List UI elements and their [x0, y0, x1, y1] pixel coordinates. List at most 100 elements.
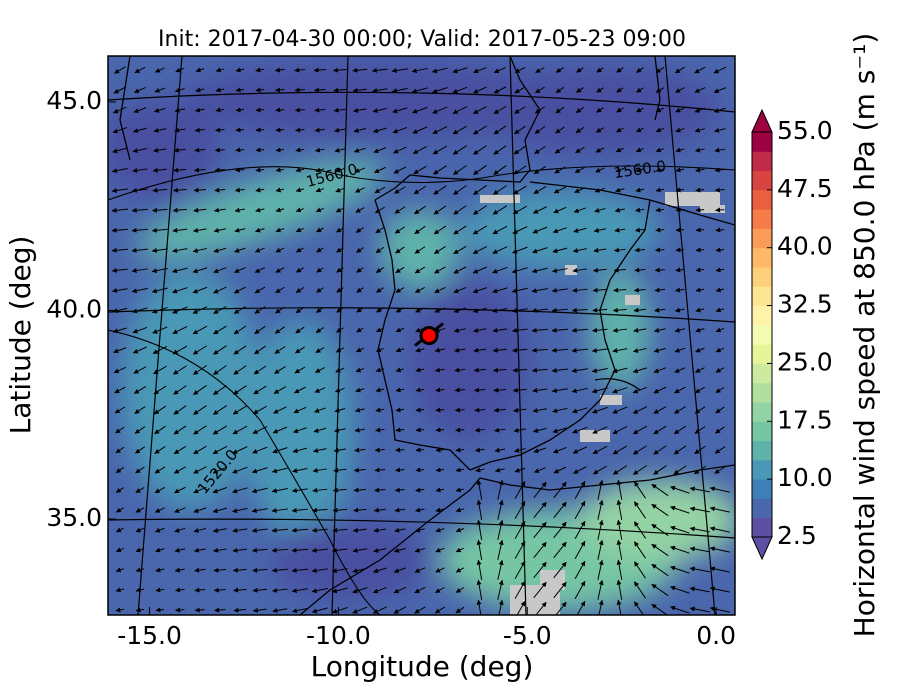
wind-arrow	[212, 507, 228, 514]
wind-arrow	[655, 66, 665, 74]
wind-arrow	[315, 187, 325, 193]
wind-arrow	[694, 406, 706, 414]
wind-arrow	[655, 227, 665, 233]
wind-arrow	[592, 327, 608, 333]
wind-arrow	[591, 367, 608, 374]
wind-arrow	[512, 387, 527, 393]
wind-arrow	[655, 107, 665, 113]
wind-arrow	[655, 247, 665, 253]
wind-arrow	[295, 326, 305, 334]
x-tick-label: 0.0	[696, 621, 736, 650]
wind-arrow	[576, 67, 584, 73]
wind-arrow	[255, 67, 265, 73]
wind-arrow	[473, 67, 487, 74]
wind-arrow	[651, 543, 669, 557]
colorbar-band	[752, 459, 772, 480]
colorbar-band	[752, 305, 772, 326]
wind-arrow	[435, 487, 445, 493]
wind-arrow	[334, 407, 346, 413]
wind-arrow	[532, 206, 547, 214]
wind-arrow	[709, 606, 730, 613]
wind-arrow	[174, 587, 185, 593]
wind-arrow	[694, 367, 705, 373]
wind-arrow	[472, 307, 487, 314]
wind-arrow	[655, 87, 665, 93]
wind-arrow	[492, 225, 508, 235]
x-axis-label: Longitude (deg)	[311, 650, 534, 683]
wind-arrow	[573, 207, 586, 213]
wind-arrow	[252, 587, 268, 593]
wind-arrow	[455, 547, 465, 553]
wind-arrow	[633, 287, 646, 293]
wind-arrow	[213, 207, 226, 213]
wind-arrow	[275, 227, 285, 233]
wind-arrow	[452, 165, 467, 175]
wind-arrow	[555, 601, 567, 615]
wind-arrow	[395, 387, 405, 393]
wind-arrow	[533, 165, 546, 175]
wind-arrow	[653, 386, 667, 394]
wind-arrow	[493, 145, 507, 155]
wind-arrow	[473, 367, 486, 373]
wind-arrow	[151, 247, 168, 253]
wind-arrow	[694, 426, 706, 434]
wind-arrow	[595, 127, 604, 133]
wind-arrow	[595, 147, 605, 153]
wind-arrow	[694, 66, 706, 74]
wind-arrow	[435, 467, 445, 473]
wind-arrow	[131, 268, 148, 273]
wind-arrow	[493, 185, 507, 195]
wind-arrow	[394, 507, 406, 513]
wind-arrow	[653, 367, 667, 374]
wind-arrow	[214, 607, 226, 613]
wind-arrow	[153, 127, 167, 133]
wind-arrow	[433, 185, 447, 195]
wind-arrow	[173, 147, 186, 153]
wind-arrow	[592, 267, 607, 273]
y-axis-label: Latitude (deg)	[4, 236, 37, 435]
wind-arrow	[452, 86, 468, 94]
wind-arrow	[616, 499, 623, 520]
wind-arrow	[112, 127, 128, 134]
wind-arrow	[675, 107, 685, 113]
wind-arrow	[193, 466, 207, 474]
wind-arrow	[131, 187, 148, 193]
wind-arrow	[115, 446, 125, 454]
wind-arrow	[675, 147, 685, 153]
wind-arrow	[193, 405, 207, 415]
wind-arrow	[715, 307, 725, 313]
wind-arrow	[173, 466, 186, 474]
wind-arrow	[431, 87, 448, 94]
wind-arrow	[455, 447, 465, 453]
wind-arrow	[715, 207, 725, 213]
wind-arrow	[271, 488, 288, 494]
wind-arrow	[112, 327, 127, 334]
wind-arrow	[372, 127, 387, 134]
wind-arrow	[372, 107, 388, 114]
wind-arrow	[616, 539, 623, 560]
wind-arrow	[612, 465, 627, 475]
wind-arrow	[374, 487, 386, 493]
wind-arrow	[172, 326, 188, 334]
wind-arrow	[271, 527, 288, 533]
wind-arrow	[215, 87, 225, 93]
wind-arrow	[498, 599, 504, 615]
wind-arrow	[213, 547, 227, 553]
wind-arrow	[295, 187, 304, 193]
wind-arrow	[694, 445, 706, 455]
wind-arrow	[133, 366, 147, 374]
wind-arrow	[393, 606, 407, 614]
wind-arrow	[315, 327, 325, 333]
wind-arrow	[173, 425, 187, 435]
wind-arrow	[375, 226, 385, 234]
wind-arrow	[213, 365, 227, 375]
wind-arrow	[314, 387, 326, 393]
wind-arrow	[194, 567, 206, 573]
wind-arrow	[331, 606, 348, 614]
wind-arrow	[634, 481, 646, 499]
wind-arrow	[232, 425, 248, 435]
wind-arrow	[135, 507, 145, 513]
wind-arrow	[476, 539, 483, 560]
wind-arrow	[111, 267, 128, 273]
